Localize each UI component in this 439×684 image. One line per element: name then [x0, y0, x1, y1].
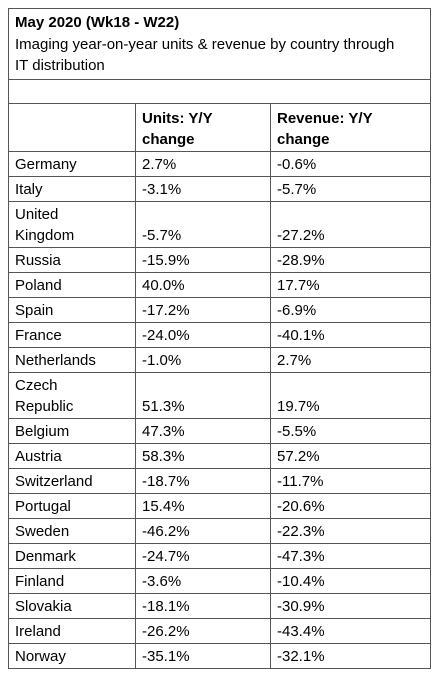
column-header-row: Units: Y/Y change Revenue: Y/Y change [8, 103, 431, 152]
revenue-change: 2.7% [270, 347, 431, 373]
title: May 2020 (Wk18 - W22) [15, 14, 180, 31]
country: Germany [8, 151, 136, 177]
data-row: Netherlands -1.0% 2.7% [8, 347, 431, 373]
revenue-change: -10.4% [270, 568, 431, 594]
country: Czech Republic [8, 372, 136, 419]
data-table: May 2020 (Wk18 - W22) Imaging year-on-ye… [8, 8, 431, 669]
revenue-change: -11.7% [270, 468, 431, 494]
column-header: Revenue: Y/Y change [270, 103, 431, 152]
revenue-change: -6.9% [270, 297, 431, 323]
units-change: 2.7% [135, 151, 271, 177]
units-change: -24.7% [135, 543, 271, 569]
units-change: 58.3% [135, 443, 271, 469]
country: Italy [8, 176, 136, 202]
revenue-change: -40.1% [270, 322, 431, 348]
country: Netherlands [8, 347, 136, 373]
country: Denmark [8, 543, 136, 569]
data-row: Switzerland -18.7% -11.7% [8, 468, 431, 494]
data-row: Slovakia -18.1% -30.9% [8, 593, 431, 619]
units-change: 51.3% [135, 372, 271, 419]
country: Belgium [8, 418, 136, 444]
country: Slovakia [8, 593, 136, 619]
revenue-change: 19.7% [270, 372, 431, 419]
subtitle: Imaging year-on-year units & revenue by … [15, 36, 395, 74]
country: Russia [8, 247, 136, 273]
revenue-change: -22.3% [270, 518, 431, 544]
data-row: Finland -3.6% -10.4% [8, 568, 431, 594]
units-change: -17.2% [135, 297, 271, 323]
data-row: Czech Republic 51.3% 19.7% [8, 372, 431, 419]
data-row: Italy -3.1% -5.7% [8, 176, 431, 202]
table-container: May 2020 (Wk18 - W22) Imaging year-on-ye… [8, 8, 431, 669]
data-row: Poland 40.0% 17.7% [8, 272, 431, 298]
country: Ireland [8, 618, 136, 644]
country: Switzerland [8, 468, 136, 494]
data-row: France -24.0% -40.1% [8, 322, 431, 348]
units-change: -3.1% [135, 176, 271, 202]
country: Sweden [8, 518, 136, 544]
units-change: -24.0% [135, 322, 271, 348]
country: Finland [8, 568, 136, 594]
units-change: -18.1% [135, 593, 271, 619]
revenue-change: -28.9% [270, 247, 431, 273]
blank-row [8, 79, 431, 104]
country: France [8, 322, 136, 348]
revenue-change: -5.5% [270, 418, 431, 444]
revenue-change: -5.7% [270, 176, 431, 202]
data-row: Denmark -24.7% -47.3% [8, 543, 431, 569]
data-row: Norway -35.1% -32.1% [8, 643, 431, 669]
units-change: -3.6% [135, 568, 271, 594]
data-row: Spain -17.2% -6.9% [8, 297, 431, 323]
column-header: Units: Y/Y change [135, 103, 271, 152]
data-row: Ireland -26.2% -43.4% [8, 618, 431, 644]
units-change: -46.2% [135, 518, 271, 544]
header-cell: May 2020 (Wk18 - W22) Imaging year-on-ye… [8, 8, 431, 80]
revenue-change: 17.7% [270, 272, 431, 298]
revenue-change: -32.1% [270, 643, 431, 669]
units-change: 47.3% [135, 418, 271, 444]
units-change: -35.1% [135, 643, 271, 669]
data-row: Belgium 47.3% -5.5% [8, 418, 431, 444]
units-change: 40.0% [135, 272, 271, 298]
units-change: -15.9% [135, 247, 271, 273]
data-row: United Kingdom -5.7% -27.2% [8, 201, 431, 248]
units-change: -5.7% [135, 201, 271, 248]
revenue-change: -43.4% [270, 618, 431, 644]
revenue-change: -47.3% [270, 543, 431, 569]
country: Norway [8, 643, 136, 669]
units-change: 15.4% [135, 493, 271, 519]
data-row: Portugal 15.4% -20.6% [8, 493, 431, 519]
data-row: Austria 58.3% 57.2% [8, 443, 431, 469]
revenue-change: -30.9% [270, 593, 431, 619]
revenue-change: -0.6% [270, 151, 431, 177]
header-row: May 2020 (Wk18 - W22) Imaging year-on-ye… [8, 8, 431, 80]
data-row: Germany 2.7% -0.6% [8, 151, 431, 177]
revenue-change: 57.2% [270, 443, 431, 469]
data-row: Sweden -46.2% -22.3% [8, 518, 431, 544]
revenue-change: -27.2% [270, 201, 431, 248]
country: Austria [8, 443, 136, 469]
blank-cell [8, 79, 431, 104]
country: Poland [8, 272, 136, 298]
country: Portugal [8, 493, 136, 519]
country: Spain [8, 297, 136, 323]
units-change: -1.0% [135, 347, 271, 373]
units-change: -26.2% [135, 618, 271, 644]
units-change: -18.7% [135, 468, 271, 494]
revenue-change: -20.6% [270, 493, 431, 519]
data-row: Russia -15.9% -28.9% [8, 247, 431, 273]
country: United Kingdom [8, 201, 136, 248]
corner-cell [8, 103, 136, 152]
